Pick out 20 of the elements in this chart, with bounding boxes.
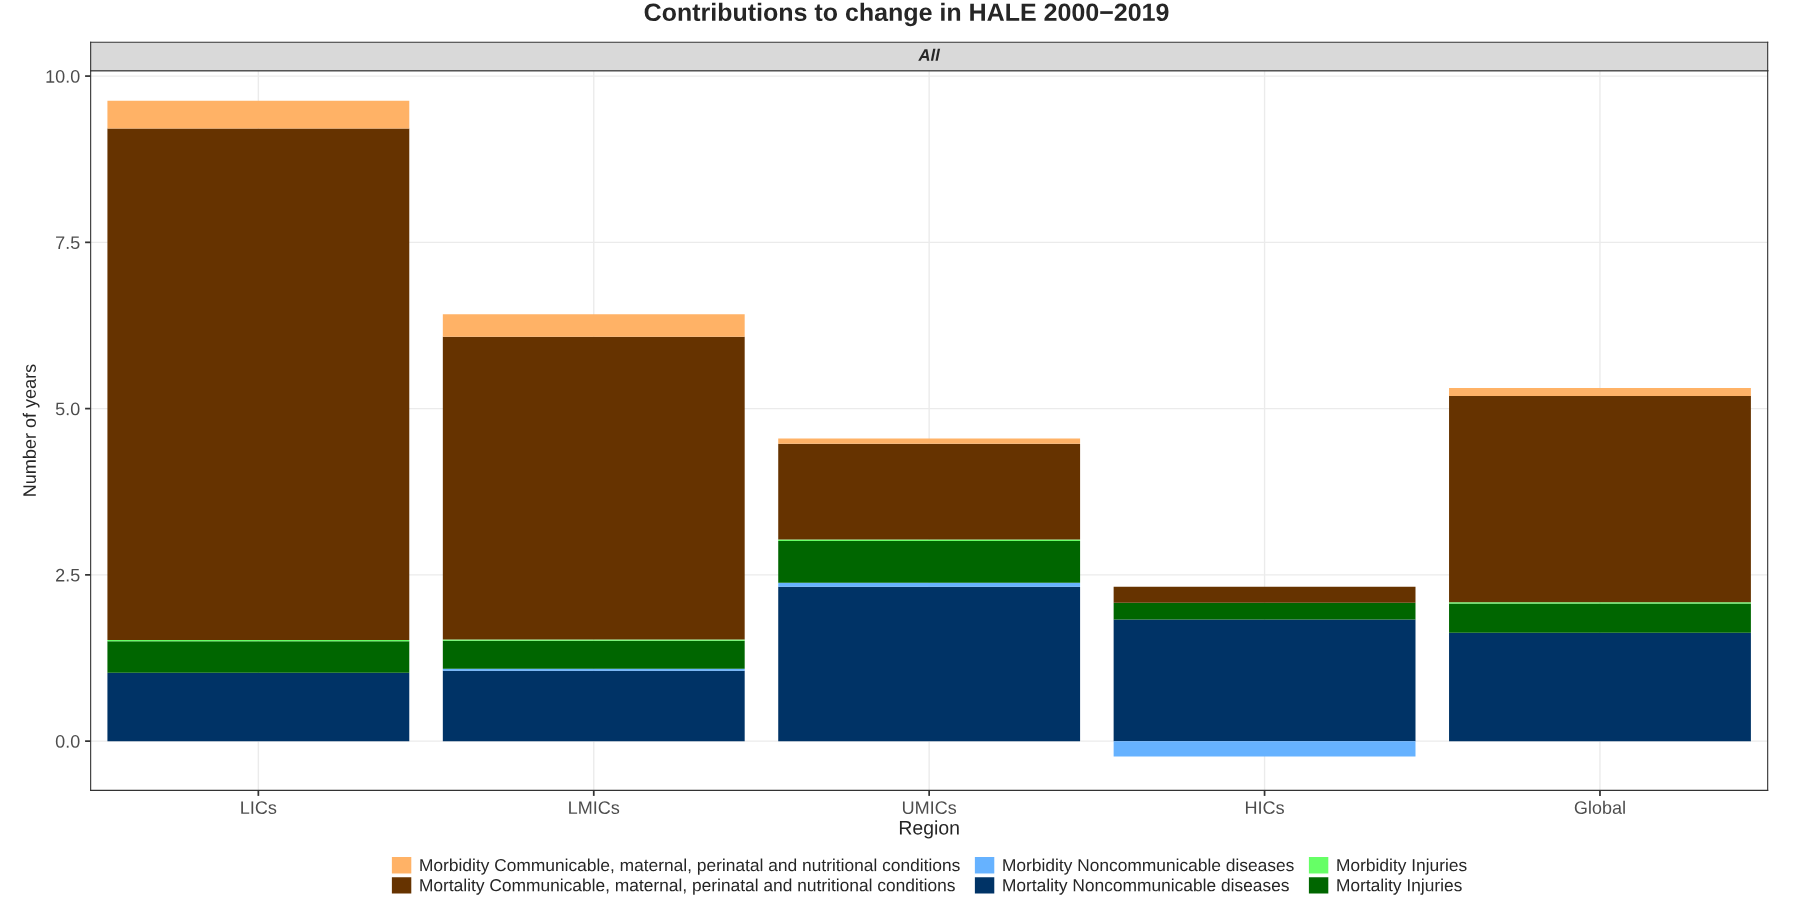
legend-label: Morbidity Injuries	[1337, 858, 1467, 875]
y-tick-label: 2.5	[56, 568, 80, 582]
y-tick-label: 5.0	[55, 402, 80, 416]
x-tick-label: HICs	[1245, 801, 1284, 815]
x-tick-label: LMICs	[569, 801, 620, 815]
legend-label: Morbidity Communicable, maternal, perinatal and nutritional conditions	[420, 858, 960, 875]
x-tick-label: LICs	[241, 801, 277, 815]
x-axis-title: Region	[899, 820, 959, 839]
x-tick-label: Global	[1574, 800, 1625, 815]
chart-title: Contributions to change in HALE 2000−2019	[644, 2, 1169, 27]
legend-label: Mortality Noncommunicable diseases	[1003, 878, 1289, 895]
legend-label: Mortality Communicable, maternal, perinatal and nutritional conditions	[420, 878, 955, 895]
y-tick-label: 10.0	[46, 70, 80, 83]
legend-label: Mortality Injuries	[1337, 878, 1462, 895]
x-tick-label: UMICs	[902, 801, 957, 815]
text: All	[918, 48, 941, 61]
legend-label: Morbidity Noncommunicable diseases	[1003, 858, 1294, 875]
y-tick-label: 0.0	[55, 735, 80, 748]
y-tick-label: 7.5	[56, 236, 80, 250]
y-axis-title: Number of years	[22, 364, 40, 496]
